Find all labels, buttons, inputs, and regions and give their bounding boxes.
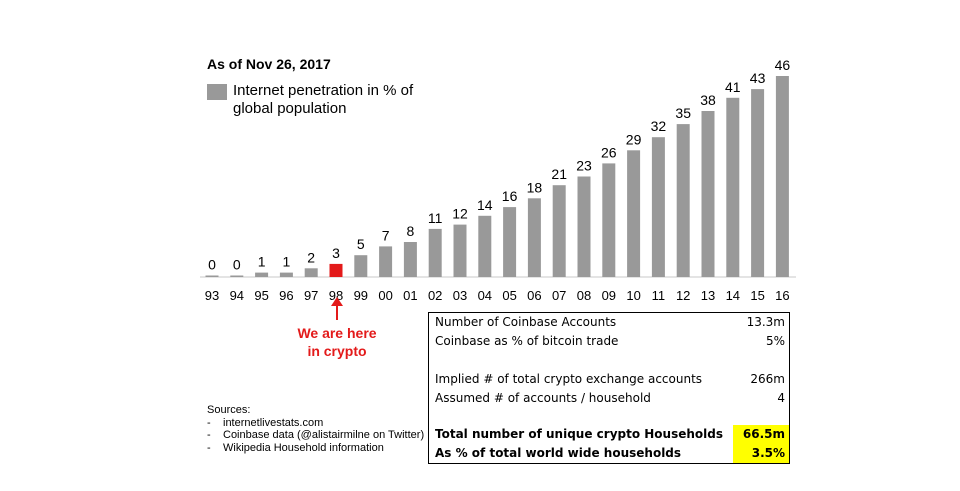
source-item: - Wikipedia Household information xyxy=(207,441,384,454)
bar-98 xyxy=(329,263,343,277)
crypto-stats-table: Number of Coinbase Accounts 13.3m Coinba… xyxy=(428,312,790,464)
data-label-15: 43 xyxy=(750,70,766,86)
data-label-07: 21 xyxy=(551,166,567,182)
data-label-13: 38 xyxy=(700,92,716,108)
bar-99 xyxy=(354,255,368,277)
tick-label-04: 04 xyxy=(478,288,492,303)
data-label-14: 41 xyxy=(725,79,741,95)
bar-03 xyxy=(453,224,467,277)
tick-label-02: 02 xyxy=(428,288,442,303)
bar-12 xyxy=(676,124,690,277)
data-label-09: 26 xyxy=(601,144,617,160)
tick-label-00: 00 xyxy=(378,288,392,303)
crypto-position-annotation: We are here in crypto xyxy=(290,324,384,360)
bar-14 xyxy=(726,97,740,277)
stat-row-unique-households: Total number of unique crypto Households… xyxy=(429,425,789,444)
tick-label-93: 93 xyxy=(205,288,219,303)
stat-row-coinbase-accounts: Number of Coinbase Accounts 13.3m xyxy=(435,315,785,329)
tick-label-98: 98 xyxy=(329,288,343,303)
tick-label-15: 15 xyxy=(750,288,764,303)
data-label-11: 32 xyxy=(651,118,667,134)
data-label-03: 12 xyxy=(452,206,468,222)
data-label-95: 1 xyxy=(258,254,266,270)
bar-13 xyxy=(701,111,715,277)
data-label-05: 16 xyxy=(502,188,518,204)
tick-label-11: 11 xyxy=(652,288,666,303)
data-label-97: 2 xyxy=(307,249,315,265)
data-label-08: 23 xyxy=(576,158,592,174)
bar-09 xyxy=(602,163,616,277)
data-label-02: 11 xyxy=(428,210,443,226)
data-label-94: 0 xyxy=(233,257,241,273)
bar-94 xyxy=(230,275,244,277)
bar-01 xyxy=(403,242,417,277)
data-label-00: 7 xyxy=(382,227,390,243)
bar-15 xyxy=(751,89,765,277)
bar-07 xyxy=(552,185,566,277)
source-item: - Coinbase data (@alistairmilne on Twitte… xyxy=(207,429,425,441)
bars-group: 0930941951962973985997008011102120314041… xyxy=(205,57,791,303)
tick-label-12: 12 xyxy=(676,288,690,303)
annotation-line-1: We are here xyxy=(297,325,377,341)
data-label-01: 8 xyxy=(407,223,415,239)
tick-label-13: 13 xyxy=(701,288,715,303)
tick-label-16: 16 xyxy=(775,288,789,303)
tick-label-14: 14 xyxy=(726,288,740,303)
tick-label-99: 99 xyxy=(354,288,368,303)
sources-block: Sources: - internetlivestats.com - Coinbas… xyxy=(207,404,424,454)
source-item: - internetlivestats.com xyxy=(207,416,324,429)
stat-row-accounts-per-household: Assumed # of accounts / household 4 xyxy=(435,391,785,405)
bar-06 xyxy=(527,198,541,277)
data-label-12: 35 xyxy=(675,105,691,121)
bar-95 xyxy=(255,272,269,277)
tick-label-01: 01 xyxy=(403,288,417,303)
tick-label-06: 06 xyxy=(527,288,541,303)
annotation-arrow xyxy=(331,297,343,320)
data-label-93: 0 xyxy=(208,257,216,273)
tick-label-05: 05 xyxy=(502,288,516,303)
data-label-04: 14 xyxy=(477,197,493,213)
data-label-06: 18 xyxy=(527,179,543,195)
bar-00 xyxy=(379,246,393,277)
tick-label-97: 97 xyxy=(304,288,318,303)
bar-05 xyxy=(503,207,517,277)
tick-label-09: 09 xyxy=(602,288,616,303)
tick-label-08: 08 xyxy=(577,288,591,303)
date-label: As of Nov 26, 2017 xyxy=(207,56,331,72)
bar-08 xyxy=(577,176,591,277)
tick-label-96: 96 xyxy=(279,288,293,303)
bar-93 xyxy=(205,275,219,277)
bar-04 xyxy=(478,215,492,277)
bar-11 xyxy=(651,137,665,277)
tick-label-10: 10 xyxy=(626,288,640,303)
tick-label-07: 07 xyxy=(552,288,566,303)
stat-row-coinbase-share: Coinbase as % of bitcoin trade 5% xyxy=(435,334,785,348)
legend-label: Internet penetration in % of global popu… xyxy=(233,82,414,117)
sources-title: Sources: xyxy=(207,404,251,416)
legend-swatch xyxy=(207,84,227,100)
data-label-98: 3 xyxy=(332,245,340,261)
bar-96 xyxy=(279,272,293,277)
data-label-99: 5 xyxy=(357,236,365,252)
tick-label-94: 94 xyxy=(230,288,244,303)
stat-row-household-share: As % of total world wide households 3.5% xyxy=(429,444,789,463)
annotation-line-2: in crypto xyxy=(307,343,367,359)
bar-chart: 0930941951962973985997008011102120314041… xyxy=(200,57,796,320)
stat-row-implied-accounts: Implied # of total crypto exchange accou… xyxy=(435,372,785,386)
data-label-96: 1 xyxy=(283,254,291,270)
tick-label-03: 03 xyxy=(453,288,467,303)
chart-legend: Internet penetration in % of global popu… xyxy=(207,82,418,118)
data-label-16: 46 xyxy=(775,57,791,73)
bar-97 xyxy=(304,268,318,277)
tick-label-95: 95 xyxy=(254,288,268,303)
bar-16 xyxy=(775,76,789,277)
bar-02 xyxy=(428,228,442,277)
bar-10 xyxy=(627,150,641,277)
data-label-10: 29 xyxy=(626,131,642,147)
